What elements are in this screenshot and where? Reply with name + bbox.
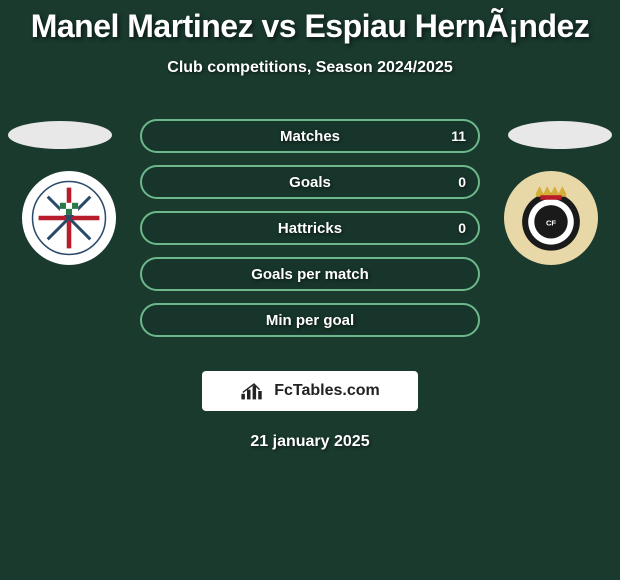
stat-row-goals: Goals 0	[140, 165, 480, 199]
club-left-badge	[22, 171, 116, 265]
svg-text:CF: CF	[546, 219, 556, 228]
branding-text: FcTables.com	[274, 382, 380, 400]
stat-row-matches: Matches 11	[140, 119, 480, 153]
season-subtitle: Club competitions, Season 2024/2025	[0, 59, 620, 77]
stat-label: Goals per match	[251, 266, 369, 283]
player-right-avatar	[508, 121, 612, 149]
club-right-badge: CF	[504, 171, 598, 265]
stat-row-min-per-goal: Min per goal	[140, 303, 480, 337]
stat-row-hattricks: Hattricks 0	[140, 211, 480, 245]
stat-row-goals-per-match: Goals per match	[140, 257, 480, 291]
stat-right-value: 0	[458, 174, 466, 190]
stats-list: Matches 11 Goals 0 Hattricks 0 Goals per…	[140, 119, 480, 349]
stat-right-value: 11	[451, 128, 466, 144]
comparison-container: CF Matches 11 Goals 0 Hattricks 0 Goals …	[0, 119, 620, 359]
page-title: Manel Martinez vs Espiau HernÃ¡ndez	[0, 0, 620, 45]
branding-badge: FcTables.com	[202, 371, 418, 411]
club-left-crest-icon	[31, 180, 107, 256]
stat-label: Min per goal	[266, 312, 354, 329]
stat-right-value: 0	[458, 220, 466, 236]
club-right-crest-icon: CF	[513, 180, 589, 256]
stat-label: Matches	[280, 128, 340, 145]
stat-label: Hattricks	[278, 220, 342, 237]
stat-label: Goals	[289, 174, 331, 191]
player-left-avatar	[8, 121, 112, 149]
bar-chart-icon	[240, 381, 268, 401]
date-label: 21 january 2025	[0, 433, 620, 451]
